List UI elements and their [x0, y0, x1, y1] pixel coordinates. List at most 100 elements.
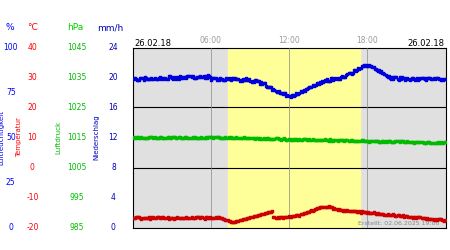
Point: [381, 140, 388, 144]
Point: [401, 214, 409, 218]
Point: [411, 140, 418, 144]
Point: [187, 74, 194, 78]
Point: [258, 212, 265, 216]
Point: [273, 90, 280, 94]
Point: [424, 76, 432, 80]
Point: [287, 94, 294, 98]
Point: [275, 216, 282, 220]
Point: [279, 137, 286, 141]
Point: [427, 76, 434, 80]
Point: [204, 216, 212, 220]
Point: [252, 136, 260, 140]
Point: [165, 74, 172, 78]
Point: [429, 141, 436, 145]
Point: [173, 76, 180, 80]
Point: [290, 94, 297, 98]
Point: [320, 205, 327, 209]
Point: [328, 76, 335, 80]
Point: [173, 216, 180, 220]
Point: [179, 216, 186, 220]
Point: [338, 208, 346, 212]
Point: [390, 140, 397, 144]
Text: 0: 0: [30, 163, 35, 172]
Point: [151, 135, 158, 139]
Point: [295, 138, 302, 142]
Point: [351, 209, 358, 213]
Point: [210, 216, 217, 220]
Point: [336, 138, 343, 142]
Point: [418, 76, 425, 80]
Point: [215, 214, 222, 218]
Point: [261, 82, 268, 86]
Point: [367, 64, 374, 68]
Point: [266, 210, 273, 214]
Point: [206, 74, 213, 78]
Point: [207, 216, 215, 220]
Point: [386, 139, 393, 143]
Point: [352, 209, 360, 213]
Point: [437, 140, 445, 144]
Point: [264, 85, 271, 89]
Point: [435, 78, 442, 82]
Point: [180, 216, 188, 220]
Point: [154, 215, 162, 219]
Point: [234, 77, 241, 81]
Point: [317, 138, 324, 142]
Point: [234, 219, 241, 223]
Point: [403, 140, 410, 144]
Point: [328, 205, 335, 209]
Point: [243, 216, 250, 220]
Point: [245, 216, 252, 220]
Point: [427, 141, 434, 145]
Point: [357, 140, 364, 143]
Point: [230, 77, 238, 81]
Point: [334, 76, 341, 80]
Point: [213, 78, 220, 82]
Point: [287, 215, 294, 219]
Point: [171, 76, 179, 80]
Point: [441, 140, 448, 144]
Point: [387, 213, 395, 217]
Point: [142, 76, 149, 80]
Point: [322, 205, 329, 209]
Point: [250, 214, 257, 218]
Point: [343, 138, 350, 142]
Point: [403, 214, 410, 218]
Point: [233, 219, 240, 223]
Point: [352, 69, 360, 73]
Point: [328, 139, 335, 143]
Point: [348, 208, 356, 212]
Point: [277, 138, 284, 141]
Point: [336, 77, 343, 81]
Point: [331, 206, 338, 210]
Point: [154, 76, 162, 80]
Point: [258, 137, 265, 141]
Point: [387, 140, 395, 144]
Point: [368, 139, 375, 143]
Point: [380, 212, 387, 216]
Point: [432, 141, 439, 145]
Point: [158, 76, 166, 80]
Point: [243, 76, 250, 80]
Point: [167, 216, 175, 220]
Point: [207, 75, 214, 79]
Point: [225, 135, 232, 139]
Point: [283, 94, 290, 98]
Text: 20: 20: [27, 103, 37, 112]
Point: [131, 216, 139, 220]
Point: [264, 136, 271, 140]
Point: [201, 216, 208, 220]
Point: [338, 138, 345, 142]
Point: [303, 138, 310, 142]
Point: [413, 140, 420, 144]
Point: [388, 140, 396, 144]
Point: [299, 89, 306, 93]
Point: [407, 140, 414, 144]
Point: [400, 214, 408, 218]
Point: [222, 78, 229, 82]
Point: [347, 71, 354, 75]
Point: [315, 138, 322, 142]
Point: [332, 207, 339, 211]
Point: [338, 74, 346, 78]
Point: [235, 136, 242, 140]
